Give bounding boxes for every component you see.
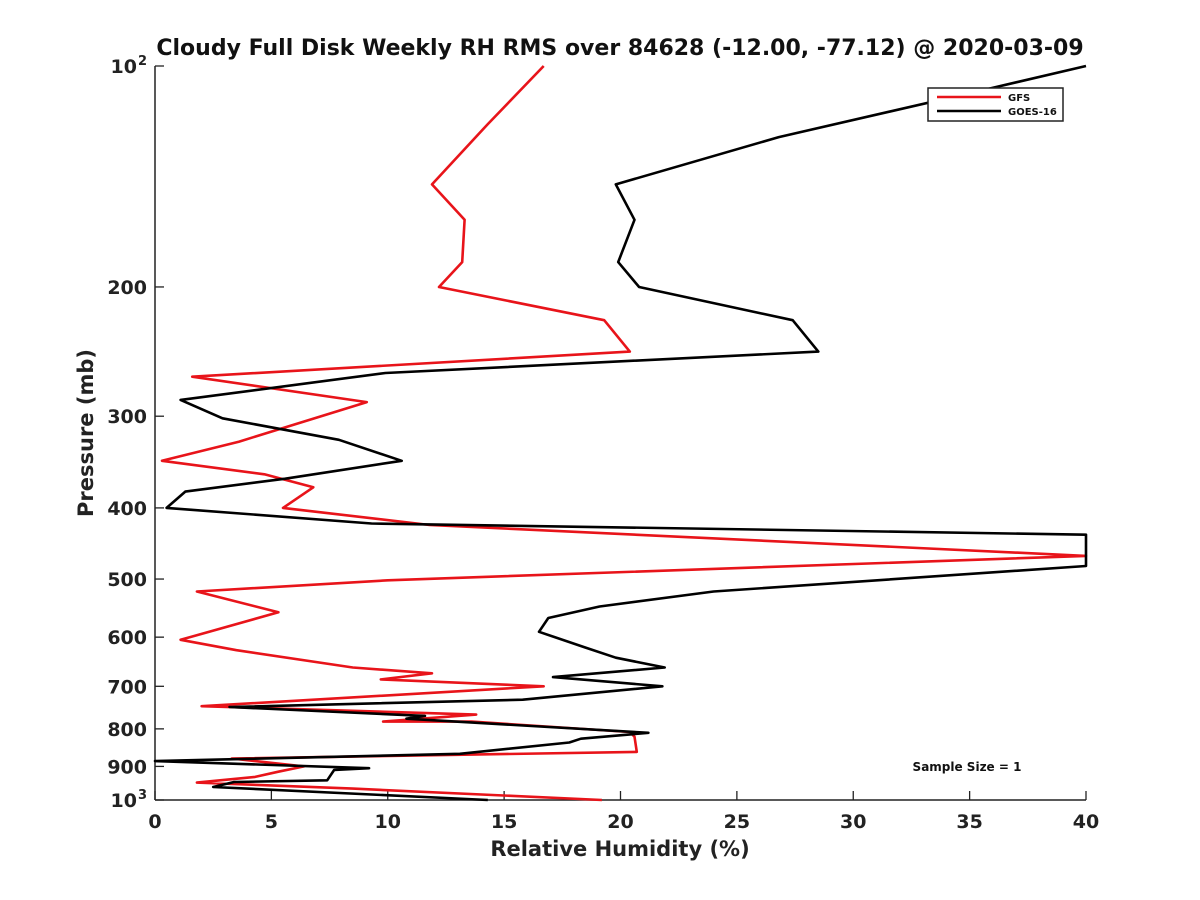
x-tick-label: 20 xyxy=(607,811,633,833)
y-tick-exponent: 3 xyxy=(138,788,147,803)
legend: GFS GOES-16 xyxy=(927,87,1064,122)
x-tick-label: 15 xyxy=(491,811,517,833)
y-tick-label: 700 xyxy=(107,676,147,698)
y-tick-label: 600 xyxy=(107,627,147,649)
sample-size-annotation: Sample Size = 1 xyxy=(913,760,1022,774)
series-lines xyxy=(153,64,1088,802)
x-tick-label: 5 xyxy=(265,811,278,833)
x-axis-label: Relative Humidity (%) xyxy=(490,837,749,861)
series-line-goes-16 xyxy=(153,64,1088,802)
x-tick-label: 10 xyxy=(375,811,401,833)
legend-box xyxy=(927,87,1064,122)
legend-label-goes-16: GOES-16 xyxy=(1008,107,1057,118)
y-tick-label: 800 xyxy=(107,719,147,741)
x-tick-label: 0 xyxy=(148,811,161,833)
y-tick-label: 10 xyxy=(111,56,137,78)
legend-entries: GFS GOES-16 xyxy=(937,93,1057,118)
y-tick-label: 300 xyxy=(107,406,147,428)
legend-label-gfs: GFS xyxy=(1008,93,1030,104)
x-ticks: 0 5 10 15 20 25 30 35 40 xyxy=(148,791,1099,833)
y-tick-label: 500 xyxy=(107,569,147,591)
x-tick-label: 40 xyxy=(1073,811,1099,833)
y-tick-label: 400 xyxy=(107,498,147,520)
chart-title: Cloudy Full Disk Weekly RH RMS over 8462… xyxy=(156,36,1083,61)
x-tick-label: 30 xyxy=(840,811,866,833)
y-tick-label: 10 xyxy=(111,790,137,812)
y-tick-label: 200 xyxy=(107,277,147,299)
y-tick-exponent: 2 xyxy=(138,54,147,69)
x-tick-label: 35 xyxy=(956,811,982,833)
x-tick-label: 25 xyxy=(724,811,750,833)
y-tick-label: 900 xyxy=(107,756,147,778)
y-axis-label: Pressure (mb) xyxy=(74,349,98,517)
